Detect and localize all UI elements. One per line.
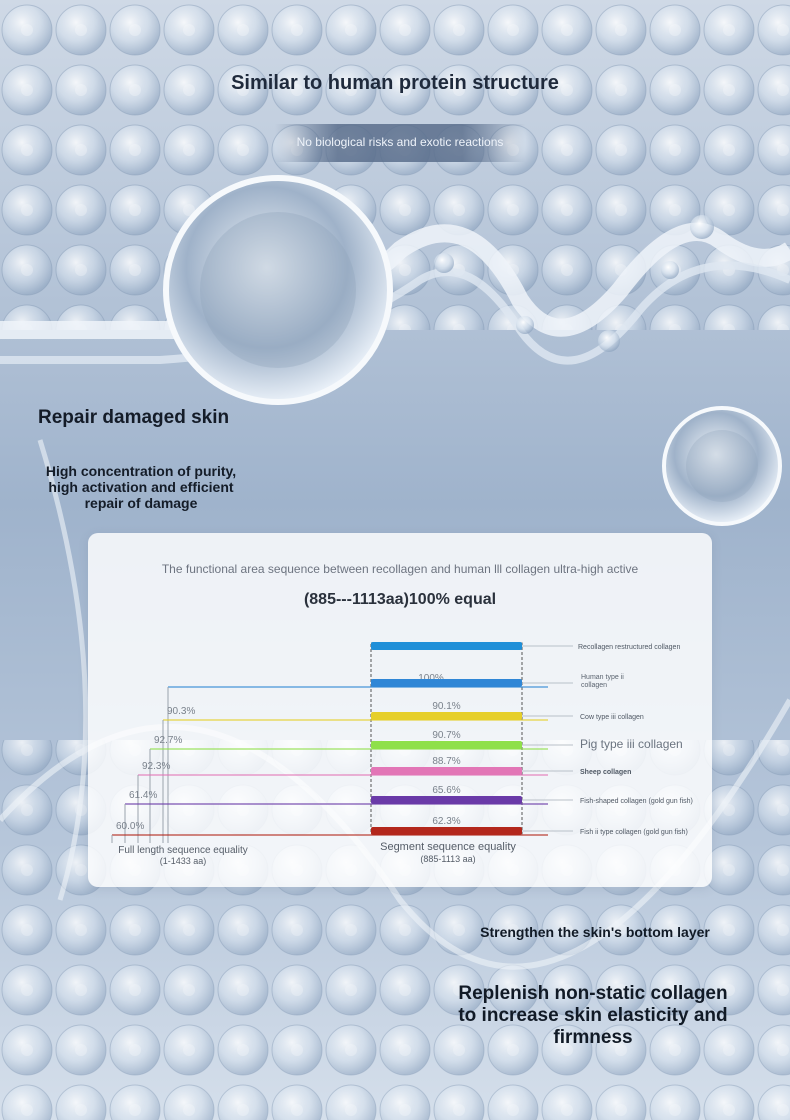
segment-bar	[371, 767, 522, 775]
segment-value-label: 65.6%	[432, 785, 460, 796]
segment-bar	[371, 741, 522, 749]
category-label: Human type ii	[581, 674, 624, 681]
repair-description: High concentration of purity, high activ…	[45, 463, 237, 511]
category-label: Fish ii type collagen (gold gun fish)	[580, 829, 688, 836]
axis-label-full-range: (1-1433 aa)	[160, 856, 207, 866]
segment-bar	[371, 827, 522, 835]
segment-value-label: 62.3%	[432, 816, 460, 827]
full-length-value-label: 92.7%	[154, 735, 182, 746]
repair-heading: Repair damaged skin	[38, 407, 230, 428]
axis-label-full: Full length sequence equality	[118, 845, 248, 856]
segment-value-label: 90.7%	[432, 730, 460, 741]
full-length-value-label: 100%	[418, 673, 444, 684]
segment-value-label: 90.1%	[432, 701, 460, 712]
category-label: collagen	[581, 682, 607, 689]
card-subtitle: (885---1113aa)100% equal	[303, 591, 497, 608]
full-length-value-label: 60.0%	[116, 821, 144, 832]
segment-bar	[371, 642, 522, 650]
banner-note: No biological risks and exotic reactions	[275, 124, 525, 162]
axis-label-segment: Segment sequence equality	[380, 841, 516, 853]
replenish-text: Replenish non-static collagen to increas…	[458, 983, 728, 1048]
category-label: Pig type iii collagen	[580, 737, 683, 751]
page-title: Similar to human protein structure	[231, 72, 559, 94]
full-length-value-label: 61.4%	[129, 790, 157, 801]
full-length-value-label: 92.3%	[142, 761, 170, 772]
segment-bar	[371, 712, 522, 720]
segment-bar	[371, 796, 522, 804]
comparison-card: The functional area sequence between rec…	[88, 533, 712, 887]
segment-bar	[371, 679, 522, 687]
category-label: Recollagen restructured collagen	[578, 644, 680, 651]
full-length-value-label: 90.3%	[167, 706, 195, 717]
axis-label-segment-range: (885-1113 aa)	[420, 854, 475, 864]
segment-value-label: 88.7%	[432, 756, 460, 767]
category-label: Fish-shaped collagen (gold gun fish)	[580, 798, 693, 805]
card-title: The functional area sequence between rec…	[161, 562, 639, 576]
collagen-comparison-chart: Recollagen restructured collagen 100% Huma…	[111, 642, 693, 866]
category-label: Sheep collagen	[580, 769, 631, 776]
strengthen-text: Strengthen the skin's bottom layer	[480, 924, 710, 940]
category-label: Cow type iii collagen	[580, 714, 644, 721]
